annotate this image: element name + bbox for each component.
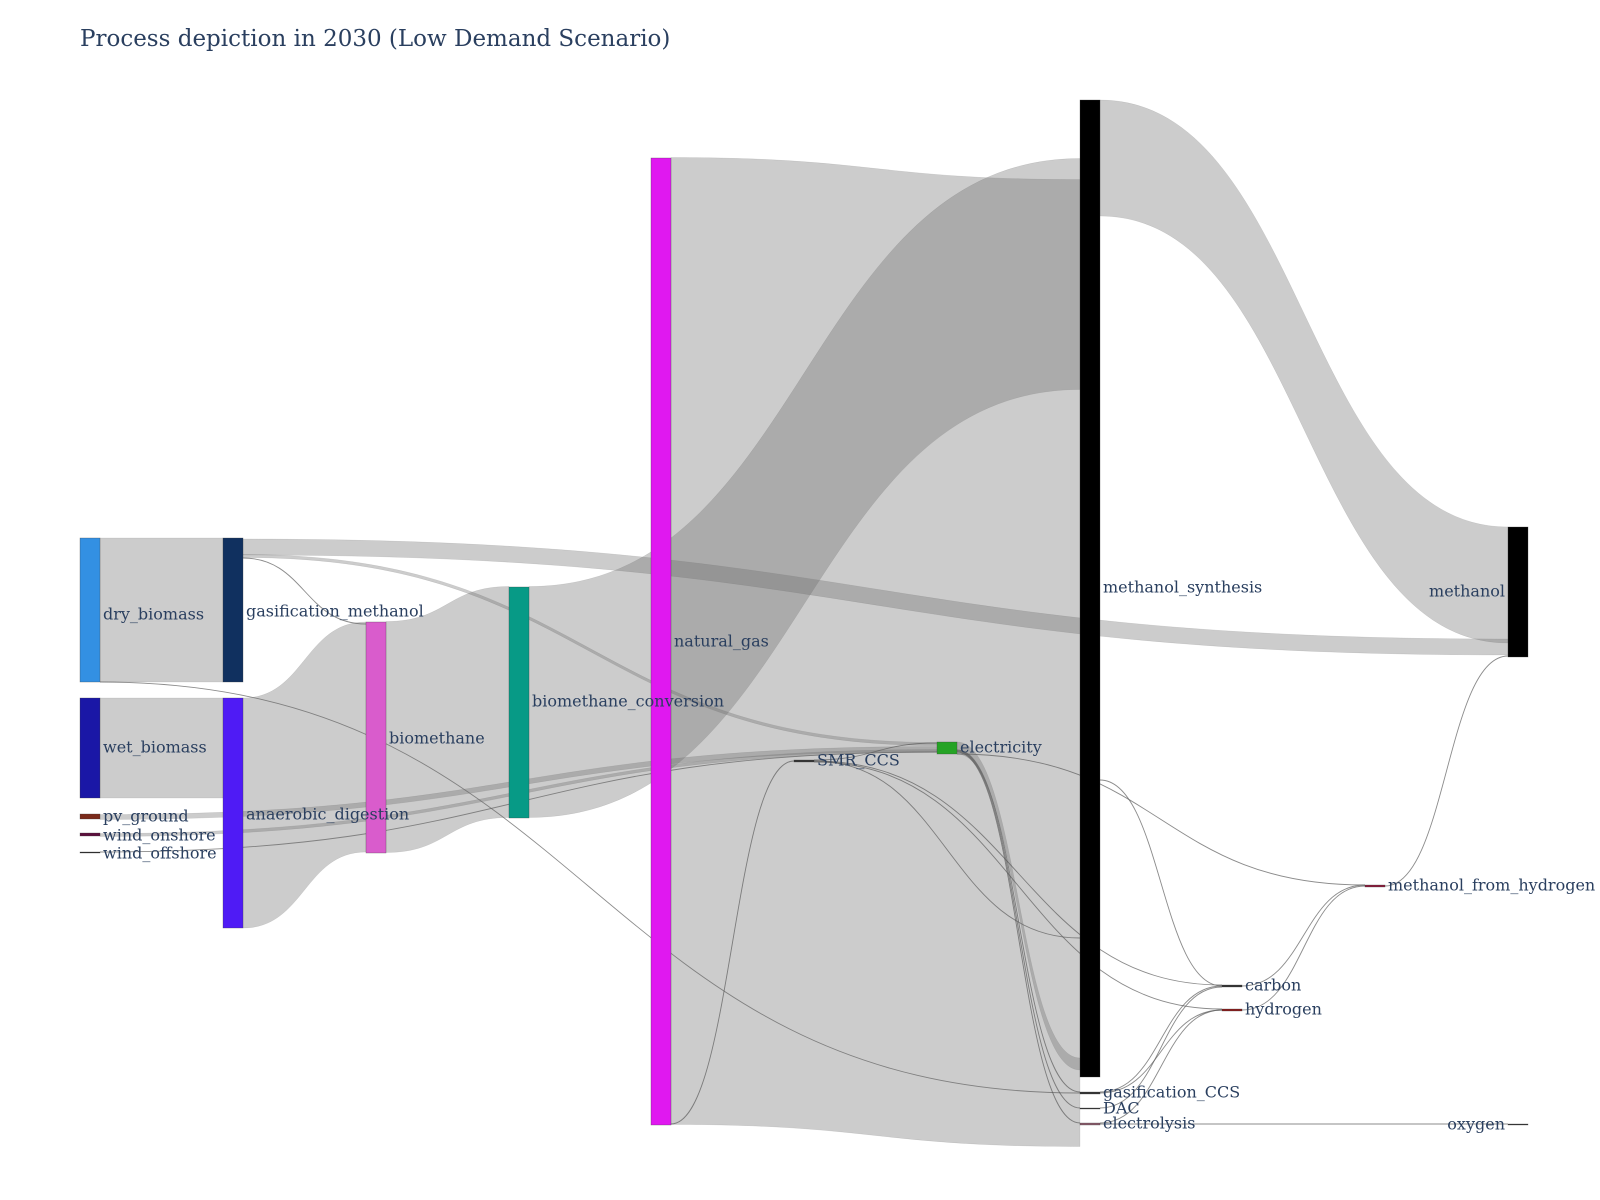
node-pv_ground[interactable] xyxy=(79,813,101,820)
link-dry_biomass-to-gasification_CCS[interactable] xyxy=(99,681,1081,1094)
link-methanol_synthesis-to-carbon[interactable] xyxy=(1099,779,1223,987)
node-natural_gas[interactable] xyxy=(650,157,672,1126)
node-hydrogen[interactable] xyxy=(1221,1008,1243,1012)
link-electricity-to-methanol_from_hydrogen[interactable] xyxy=(956,753,1366,886)
node-oxygen[interactable] xyxy=(1507,1123,1529,1126)
node-label-hydrogen: hydrogen xyxy=(1245,1000,1322,1019)
link-SMR_CCS-to-electricity[interactable] xyxy=(813,742,938,761)
node-label-biomethane_conversion: biomethane_conversion xyxy=(532,692,724,711)
link-SMR_CCS-to-carbon[interactable] xyxy=(813,760,1223,986)
node-methanol_synthesis[interactable] xyxy=(1079,99,1101,1078)
node-anaerobic_digestion[interactable] xyxy=(222,697,244,929)
node-label-biomethane: biomethane xyxy=(389,729,485,748)
link-natural_gas-to-methanol_synthesis[interactable] xyxy=(670,157,1081,1147)
node-dry_biomass[interactable] xyxy=(79,537,101,683)
link-methanol_synthesis-to-methanol[interactable] xyxy=(1099,99,1509,644)
link-electricity-to-electrolysis[interactable] xyxy=(956,751,1081,1124)
link-electrolysis-to-hydrogen[interactable] xyxy=(1099,1009,1223,1124)
node-label-gasification_CCS: gasification_CCS xyxy=(1103,1083,1240,1102)
node-electricity[interactable] xyxy=(936,741,958,755)
nodes-layer xyxy=(79,99,1529,1126)
node-label-wind_offshore: wind_offshore xyxy=(103,844,217,863)
node-label-dry_biomass: dry_biomass xyxy=(103,605,204,624)
link-anaerobic_digestion-to-biomethane[interactable] xyxy=(242,621,367,929)
node-gasification_methanol[interactable] xyxy=(222,537,244,683)
node-label-pv_ground: pv_ground xyxy=(103,807,189,826)
node-label-DAC: DAC xyxy=(1103,1099,1140,1118)
node-label-SMR_CCS: SMR_CCS xyxy=(817,751,900,770)
link-electricity-to-DAC[interactable] xyxy=(956,750,1081,1109)
node-methanol_from_hydrogen[interactable] xyxy=(1364,884,1386,888)
link-SMR_CCS-to-methanol_synthesis[interactable] xyxy=(813,760,1081,939)
node-label-wind_onshore: wind_onshore xyxy=(103,826,216,845)
node-label-electricity: electricity xyxy=(960,738,1042,757)
node-label-methanol: methanol xyxy=(1429,582,1505,601)
node-wind_offshore[interactable] xyxy=(79,851,101,854)
node-label-wet_biomass: wet_biomass xyxy=(103,738,207,757)
node-gasification_CCS[interactable] xyxy=(1079,1091,1101,1095)
node-biomethane[interactable] xyxy=(365,621,387,854)
node-methanol[interactable] xyxy=(1507,526,1529,658)
link-gasification_methanol-to-biomethane[interactable] xyxy=(242,557,367,625)
link-electricity-to-gasification_CCS[interactable] xyxy=(956,749,1081,1093)
link-natural_gas-to-SMR_CCS[interactable] xyxy=(670,760,795,1125)
node-DAC[interactable] xyxy=(1079,1107,1101,1110)
node-SMR_CCS[interactable] xyxy=(793,759,815,763)
node-carbon[interactable] xyxy=(1221,984,1243,988)
link-hydrogen-to-methanol_from_hydrogen[interactable] xyxy=(1241,885,1366,1011)
node-label-methanol_from_hydrogen: methanol_from_hydrogen xyxy=(1388,876,1595,895)
node-wind_onshore[interactable] xyxy=(79,832,101,837)
node-label-carbon: carbon xyxy=(1245,976,1301,995)
node-label-electrolysis: electrolysis xyxy=(1103,1114,1195,1133)
node-biomethane_conversion[interactable] xyxy=(508,586,530,819)
link-gasification_CCS-to-hydrogen[interactable] xyxy=(1099,1009,1223,1094)
link-carbon-to-methanol_from_hydrogen[interactable] xyxy=(1241,884,1366,987)
node-wet_biomass[interactable] xyxy=(79,697,101,799)
node-label-methanol_synthesis: methanol_synthesis xyxy=(1103,578,1262,597)
node-electrolysis[interactable] xyxy=(1079,1122,1101,1126)
node-label-anaerobic_digestion: anaerobic_digestion xyxy=(246,805,409,824)
chart-title: Process depiction in 2030 (Low Demand Sc… xyxy=(80,26,671,52)
link-DAC-to-carbon[interactable] xyxy=(1099,986,1223,1109)
link-methanol_from_hydrogen-to-methanol[interactable] xyxy=(1384,655,1509,887)
labels-layer: dry_biomass wet_biomass pv_groundwind_onsh… xyxy=(103,578,1595,1134)
link-SMR_CCS-to-hydrogen[interactable] xyxy=(813,761,1223,1010)
node-label-gasification_methanol: gasification_methanol xyxy=(246,602,424,621)
node-label-oxygen: oxygen xyxy=(1447,1115,1505,1134)
node-label-natural_gas: natural_gas xyxy=(674,632,769,651)
link-gasification_CCS-to-carbon[interactable] xyxy=(1099,985,1223,1093)
